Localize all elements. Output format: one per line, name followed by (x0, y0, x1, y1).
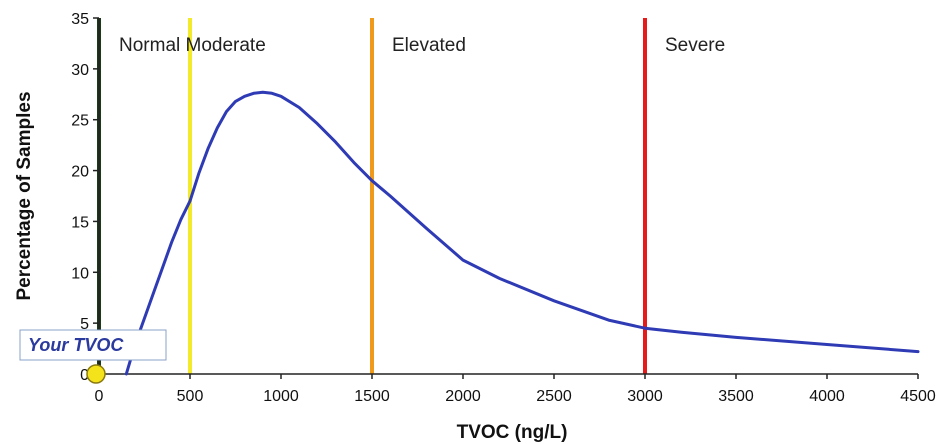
zone-label: Normal Moderate (119, 35, 266, 56)
your-tvoc-label-box (19, 329, 167, 361)
x-tick-label: 3500 (718, 388, 754, 405)
y-tick-label: 5 (80, 316, 89, 333)
y-ticks: 0 5 10 15 20 25 30 35 (71, 11, 99, 384)
x-tick-label: 500 (177, 388, 204, 405)
y-axis-title: Percentage of Samples (14, 91, 35, 300)
x-tick-label: 2000 (445, 388, 481, 405)
x-tick-label: 4500 (900, 388, 936, 405)
axes (98, 18, 918, 375)
y-tick-label: 25 (71, 113, 89, 130)
x-tick-label: 4000 (809, 388, 845, 405)
x-axis-title: TVOC (ng/L) (457, 422, 568, 443)
x-tick-label: 1500 (354, 388, 390, 405)
y-tick-label: 10 (71, 265, 89, 282)
x-tick-label: 3000 (627, 388, 663, 405)
y-tick-label: 20 (71, 164, 89, 181)
zone-labels: Normal Moderate Elevated Severe (119, 35, 725, 56)
your-tvoc-marker: Your TVOC (19, 329, 167, 384)
y-tick-label: 15 (71, 214, 89, 231)
x-tick-label: 2500 (536, 388, 572, 405)
y-tick-label: 35 (71, 11, 89, 28)
x-ticks: 0 500 1000 1500 2000 2500 3000 3500 4000 4500 (95, 374, 936, 405)
x-tick-label: 0 (95, 388, 104, 405)
y-tick-label: 0 (80, 367, 89, 384)
zone-lines (97, 18, 647, 374)
y-tick-label: 30 (71, 62, 89, 79)
x-tick-label: 1000 (263, 388, 299, 405)
your-tvoc-label: Your TVOC (28, 335, 124, 355)
your-tvoc-dot (86, 364, 106, 384)
zone-label: Severe (665, 35, 725, 56)
distribution-curve (124, 90, 920, 376)
zone-label: Elevated (392, 35, 466, 56)
